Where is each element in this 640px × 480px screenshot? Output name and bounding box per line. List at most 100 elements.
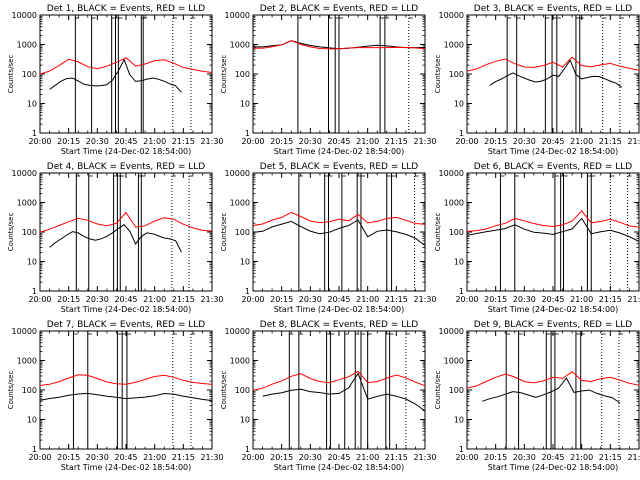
plot-frame: [39, 330, 213, 450]
y-tick-label: 1000: [444, 199, 464, 208]
x-axis-label: Start Time (24-Dec-02 18:54:00): [274, 305, 405, 314]
y-tick-label: 10: [454, 416, 464, 425]
x-tick-label: 20:45: [114, 453, 137, 462]
x-tick-label: 20:45: [541, 295, 564, 304]
series-line-events: [467, 217, 639, 242]
y-axis-label: Counts/sec: [7, 213, 15, 252]
x-tick-label: 21:15: [599, 137, 622, 146]
x-tick-label: 21:00: [570, 137, 593, 146]
x-tick-label: 20:00: [241, 295, 264, 304]
plot-frame: [252, 330, 426, 450]
series-line-events: [262, 372, 425, 412]
panel-title: Det 9, BLACK = Events, RED = LLD: [474, 320, 633, 330]
plot-frame: [39, 14, 213, 134]
series-line-lld: [467, 56, 639, 72]
x-tick-label: 20:00: [455, 137, 478, 146]
x-tick-label: 21:15: [385, 137, 408, 146]
detector-panel-6: Det 6, BLACK = Events, RED = LLD 1 10 100 10…: [434, 162, 640, 314]
series-line-events: [40, 392, 212, 402]
y-tick-label: 10: [27, 100, 37, 109]
y-tick-label: 10: [240, 258, 250, 267]
x-tick-label: 21:15: [385, 295, 408, 304]
x-tick-label: 20:15: [270, 137, 293, 146]
panel-title: Det 3, BLACK = Events, RED = LLD: [474, 4, 633, 14]
x-tick-label: 20:00: [241, 453, 264, 462]
y-tick-label: 1: [245, 129, 250, 138]
plot-frame: [252, 172, 426, 292]
panel-title: Det 6, BLACK = Events, RED = LLD: [474, 162, 633, 172]
y-tick-label: 10: [454, 258, 464, 267]
y-axis-label: Counts/sec: [220, 371, 228, 410]
y-tick-label: 100: [449, 70, 464, 79]
series-line-events: [253, 219, 425, 246]
y-tick-label: 1000: [17, 41, 37, 50]
y-tick-label: 100: [22, 228, 37, 237]
y-tick-label: 1: [245, 445, 250, 454]
x-tick-label: 21:15: [172, 295, 195, 304]
series-group: [253, 211, 425, 246]
x-tick-label: 21:30: [200, 295, 223, 304]
x-tick-label: 20:15: [484, 453, 507, 462]
y-axis-label: Counts/sec: [434, 55, 442, 94]
x-axis-label: Start Time (24-Dec-02 18:54:00): [488, 147, 619, 156]
y-axis-label: Counts/sec: [220, 55, 228, 94]
x-tick-label: 20:15: [57, 137, 80, 146]
y-tick-label: 10000: [225, 11, 250, 20]
panel-title: Det 4, BLACK = Events, RED = LLD: [47, 162, 206, 172]
y-tick-label: 1000: [230, 41, 250, 50]
y-tick-label: 1: [245, 287, 250, 296]
x-tick-label: 20:30: [299, 137, 322, 146]
y-tick-label: 10000: [225, 169, 250, 178]
y-tick-label: 10000: [12, 11, 37, 20]
x-tick-label: 20:30: [299, 295, 322, 304]
x-tick-label: 21:15: [599, 453, 622, 462]
series-line-lld: [253, 40, 425, 50]
y-tick-label: 10000: [439, 11, 464, 20]
x-tick-label: 20:30: [513, 295, 536, 304]
y-tick-label: 100: [235, 228, 250, 237]
x-tick-label: 21:00: [143, 453, 166, 462]
x-tick-label: 20:00: [241, 137, 264, 146]
y-tick-label: 10000: [225, 327, 250, 336]
plot-frame: [39, 172, 213, 292]
series-group: [253, 40, 425, 50]
series-line-lld: [253, 370, 425, 391]
y-tick-label: 10000: [439, 327, 464, 336]
detector-panel-8: Det 8, BLACK = Events, RED = LLD 1 10 100 10…: [220, 320, 437, 472]
x-tick-label: 20:45: [327, 453, 350, 462]
x-tick-label: 21:30: [627, 295, 640, 304]
plot-frame: [466, 14, 640, 134]
y-tick-label: 1000: [230, 357, 250, 366]
y-tick-label: 100: [235, 386, 250, 395]
x-axis-label: Start Time (24-Dec-02 18:54:00): [488, 305, 619, 314]
x-tick-label: 20:15: [484, 137, 507, 146]
y-tick-label: 100: [449, 228, 464, 237]
x-tick-label: 21:00: [570, 295, 593, 304]
y-tick-label: 10: [27, 258, 37, 267]
x-tick-label: 20:00: [28, 453, 51, 462]
series-group: [40, 211, 212, 253]
x-tick-label: 21:15: [172, 137, 195, 146]
y-axis-label: Counts/sec: [434, 213, 442, 252]
series-line-lld: [467, 210, 639, 232]
series-line-lld: [467, 371, 639, 389]
detector-panel-7: Det 7, BLACK = Events, RED = LLD 1 10 100 10…: [7, 320, 224, 472]
x-tick-label: 21:00: [570, 453, 593, 462]
y-tick-label: 10000: [439, 169, 464, 178]
x-tick-label: 20:30: [513, 137, 536, 146]
series-group: [40, 374, 212, 402]
y-axis-label: Counts/sec: [220, 213, 228, 252]
plot-frame: [466, 330, 640, 450]
x-tick-label: 21:00: [143, 295, 166, 304]
y-tick-label: 10000: [12, 169, 37, 178]
x-tick-label: 20:45: [541, 137, 564, 146]
panel-title: Det 8, BLACK = Events, RED = LLD: [260, 320, 419, 330]
x-axis-label: Start Time (24-Dec-02 18:54:00): [274, 463, 405, 472]
x-tick-label: 20:45: [327, 295, 350, 304]
y-tick-label: 1: [32, 129, 37, 138]
x-tick-label: 20:45: [541, 453, 564, 462]
series-group: [40, 57, 212, 93]
y-tick-label: 100: [22, 70, 37, 79]
x-tick-label: 20:45: [114, 137, 137, 146]
x-tick-label: 20:30: [299, 453, 322, 462]
